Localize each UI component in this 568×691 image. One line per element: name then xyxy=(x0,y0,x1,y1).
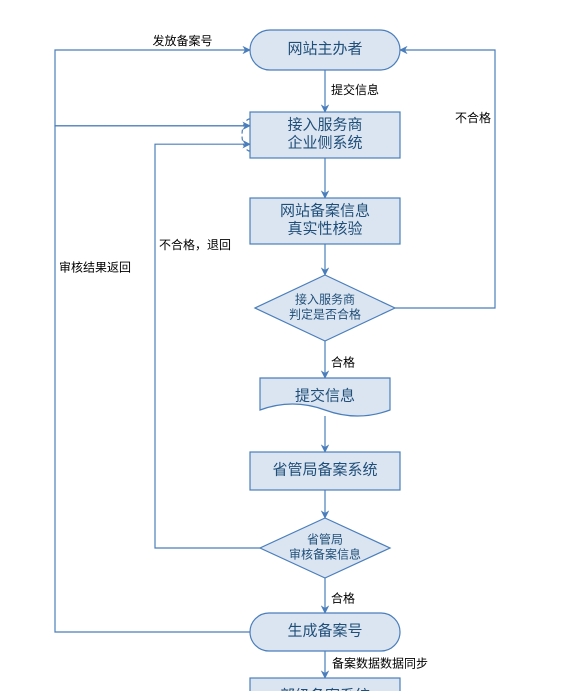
edge-label-11: 发放备案号 xyxy=(152,33,212,48)
node-generate-line0: 生成备案号 xyxy=(287,621,362,639)
node-submit: 提交信息 xyxy=(260,378,390,416)
node-start: 网站主办者 xyxy=(250,30,400,70)
edge-label-7: 备案数据数据同步 xyxy=(332,655,428,670)
node-access-line0: 接入服务商 xyxy=(287,116,362,133)
node-verify-line0: 网站备案信息 xyxy=(280,201,370,219)
nodes-layer: 网站主办者接入服务商企业侧系统网站备案信息真实性核验接入服务商判定是否合格提交信… xyxy=(242,30,400,691)
edge-11 xyxy=(55,50,250,126)
edge-9 xyxy=(155,144,260,548)
node-ministry: 部级备案系统 xyxy=(250,678,400,691)
node-start-line0: 网站主办者 xyxy=(287,40,362,57)
flowchart-canvas: 网站主办者接入服务商企业侧系统网站备案信息真实性核验接入服务商判定是否合格提交信… xyxy=(0,0,568,691)
edge-label-0: 提交信息 xyxy=(331,82,379,97)
edge-label-6: 合格 xyxy=(331,590,355,605)
node-province: 省管局备案系统 xyxy=(250,452,400,490)
edge-label-3: 合格 xyxy=(331,354,355,369)
edge-8 xyxy=(395,50,495,308)
node-decision1-line1: 判定是否合格 xyxy=(289,306,361,321)
node-access: 接入服务商企业侧系统 xyxy=(242,112,400,158)
edge-label-10: 审核结果返回 xyxy=(59,260,131,275)
node-decision2-line0: 省管局 xyxy=(307,531,343,546)
node-decision2: 省管局审核备案信息 xyxy=(260,518,390,578)
node-submit-line0: 提交信息 xyxy=(295,386,355,404)
node-generate: 生成备案号 xyxy=(250,613,400,651)
node-verify-line1: 真实性核验 xyxy=(287,219,362,237)
node-verify: 网站备案信息真实性核验 xyxy=(250,198,400,244)
edge-10 xyxy=(55,126,250,632)
node-decision1-line0: 接入服务商 xyxy=(295,291,355,306)
node-access-line1: 企业侧系统 xyxy=(287,133,362,151)
node-province-line0: 省管局备案系统 xyxy=(272,460,377,478)
node-decision1: 接入服务商判定是否合格 xyxy=(255,275,395,341)
edge-label-8: 不合格 xyxy=(455,110,491,125)
node-decision2-line1: 审核备案信息 xyxy=(289,546,361,561)
edge-label-9: 不合格，退回 xyxy=(159,237,231,252)
